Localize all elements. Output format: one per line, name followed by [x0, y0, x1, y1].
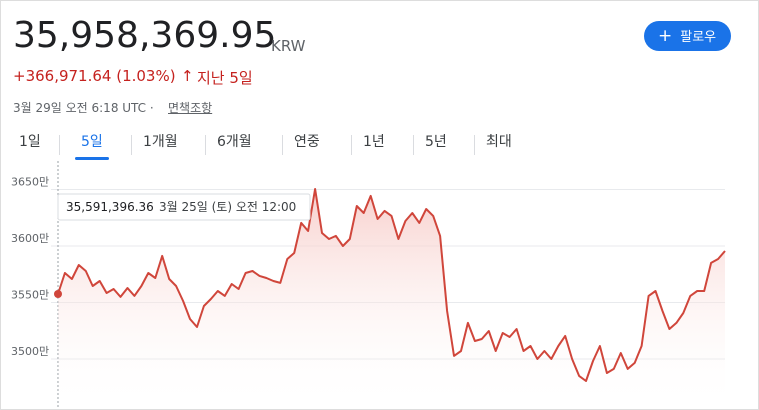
- chart: 3650만 3600만 3550만 3500만 35,591,396.36 3월 25일…: [11, 161, 726, 409]
- y-tick-label: 3650만: [11, 175, 49, 188]
- range-tab[interactable]: 1일: [19, 134, 41, 150]
- tab-separator: [474, 135, 475, 155]
- tab-separator: [205, 135, 206, 155]
- y-tick-label: 3500만: [11, 345, 49, 358]
- tab-separator: [413, 135, 414, 155]
- range-tab[interactable]: 1년: [363, 134, 385, 150]
- price-line: [57, 188, 726, 382]
- tab-underline: [75, 157, 109, 160]
- y-tick-label: 3550만: [11, 288, 49, 301]
- period: 지난 5일: [197, 69, 253, 87]
- change: +366,971.64 (1.03%): [13, 67, 176, 85]
- y-tick-label: 3600만: [11, 232, 49, 245]
- range-tab[interactable]: 5년: [425, 134, 447, 150]
- range-tab[interactable]: 연중: [294, 134, 320, 150]
- hover-dot: [54, 290, 62, 299]
- range-tab[interactable]: 5일: [81, 134, 103, 150]
- follow-button[interactable]: + 팔로우: [644, 21, 731, 51]
- tooltip-box: [57, 193, 311, 221]
- range-tab[interactable]: 6개월: [217, 134, 252, 150]
- price: 35,958,369.95: [13, 15, 277, 56]
- currency: KRW: [271, 37, 306, 55]
- tab-separator: [282, 135, 283, 155]
- tooltip-date: 3월 25일 (토) 오전 12:00: [159, 200, 296, 214]
- disclaimer-link[interactable]: 면책조항: [168, 101, 213, 115]
- follow-label: 팔로우: [680, 30, 717, 45]
- range-tabs: 1일 5일 1개월 6개월 연중 1년 5년 최대: [1, 131, 758, 161]
- tab-separator: [351, 135, 352, 155]
- tab-separator: [131, 135, 132, 155]
- area: [58, 189, 725, 409]
- range-tab[interactable]: 1개월: [143, 134, 178, 150]
- tooltip-value: 35,591,396.36: [66, 200, 154, 214]
- tab-separator: [59, 135, 60, 155]
- range-tab[interactable]: 최대: [486, 134, 512, 150]
- tooltip: 35,591,396.36 3월 25일 (토) 오전 12:00: [57, 193, 311, 221]
- up-arrow: ↑: [181, 67, 194, 85]
- timestamp: 3월 29일 오전 6:18 UTC ·: [13, 101, 154, 115]
- plus-icon: +: [658, 26, 673, 46]
